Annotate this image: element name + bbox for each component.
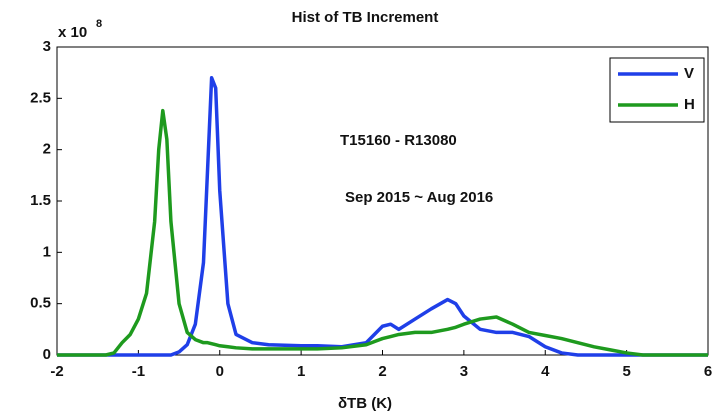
y-tick-label: 0.5: [30, 295, 51, 312]
legend-label: V: [684, 65, 694, 82]
x-tick-label: -2: [50, 363, 63, 380]
x-axis-label: δTB (K): [338, 395, 392, 412]
annotation: Sep 2015 ~ Aug 2016: [345, 189, 493, 206]
data-line: [57, 108, 708, 357]
y-tick-label: 1: [43, 243, 51, 260]
y-tick-label: 3: [43, 38, 51, 55]
x-tick-label: 2: [378, 363, 386, 380]
legend-label: H: [684, 96, 695, 113]
annotation: T15160 - R13080: [340, 132, 457, 149]
y-scale-exponent: 8: [96, 18, 102, 30]
y-scale-label: x 10: [58, 24, 87, 41]
x-tick-label: 3: [460, 363, 468, 380]
y-tick-label: 2: [43, 141, 51, 158]
legend-box: [609, 57, 705, 123]
y-tick-label: 1.5: [30, 192, 51, 209]
x-tick-label: 6: [704, 363, 712, 380]
x-tick-label: 5: [622, 363, 630, 380]
y-tick-label: 2.5: [30, 89, 51, 106]
x-tick-label: 1: [297, 363, 305, 380]
chart-title: Hist of TB Increment: [292, 9, 439, 26]
y-tick-label: 0: [43, 346, 51, 363]
x-tick-label: 4: [541, 363, 550, 380]
x-tick-label: 0: [216, 363, 224, 380]
x-tick-label: -1: [132, 363, 145, 380]
data-line: [57, 76, 708, 357]
